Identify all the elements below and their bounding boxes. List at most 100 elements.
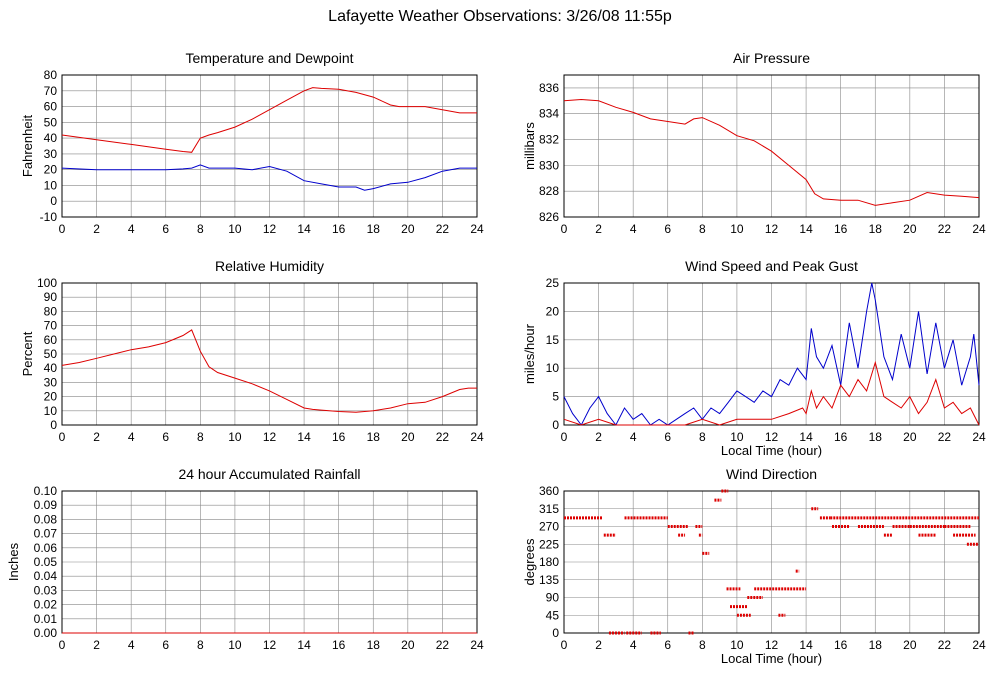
- x-tick-label: 2: [93, 430, 100, 444]
- y-tick-label: 270: [539, 520, 559, 534]
- y-tick-label: 100: [37, 276, 57, 290]
- x-tick-label: 22: [436, 222, 450, 236]
- x-tick-label: 4: [630, 430, 637, 444]
- x-tick-label: 20: [401, 222, 415, 236]
- y-tick-label: 834: [539, 107, 559, 121]
- x-tick-label: 10: [228, 222, 242, 236]
- y-tick-label: 5: [552, 390, 559, 404]
- x-tick-label: 2: [93, 638, 100, 652]
- pressure-frame: [563, 74, 980, 218]
- x-tick-label: 12: [765, 430, 779, 444]
- x-tick-label: 0: [561, 430, 568, 444]
- y-tick-label: 828: [539, 184, 559, 198]
- y-tick-label: 10: [44, 404, 58, 418]
- x-tick-label: 4: [128, 430, 135, 444]
- x-tick-label: 22: [436, 638, 450, 652]
- x-tick-label: 18: [367, 222, 381, 236]
- direction-ylabel: degrees: [522, 538, 537, 585]
- x-tick-label: 20: [903, 638, 917, 652]
- x-tick-label: 2: [93, 222, 100, 236]
- y-tick-label: 135: [539, 573, 559, 587]
- x-tick-label: 20: [401, 430, 415, 444]
- x-tick-label: 8: [197, 430, 204, 444]
- y-tick-label: 90: [546, 591, 560, 605]
- x-tick-label: 0: [59, 430, 66, 444]
- y-tick-label: 180: [539, 555, 559, 569]
- x-tick-label: 12: [263, 222, 277, 236]
- y-tick-label: 0.10: [34, 484, 58, 498]
- y-tick-label: 0.09: [34, 498, 58, 512]
- x-tick-label: 14: [297, 430, 311, 444]
- x-tick-label: 6: [664, 638, 671, 652]
- y-tick-label: 0: [552, 418, 559, 432]
- x-tick-label: 0: [561, 222, 568, 236]
- x-tick-label: 24: [470, 430, 484, 444]
- direction-title: Wind Direction: [726, 466, 817, 482]
- x-tick-label: 6: [664, 222, 671, 236]
- temp-series-red: [61, 87, 477, 153]
- humidity-ylabel: Percent: [20, 331, 35, 376]
- x-tick-label: 6: [162, 430, 169, 444]
- y-tick-label: 360: [539, 484, 559, 498]
- pressure-ylabel: millibars: [522, 122, 537, 170]
- x-tick-label: 14: [799, 430, 813, 444]
- x-tick-label: 12: [263, 638, 277, 652]
- humidity-frame: [61, 282, 478, 426]
- y-tick-label: 70: [44, 84, 58, 98]
- y-tick-label: 60: [44, 100, 58, 114]
- x-tick-label: 16: [834, 222, 848, 236]
- y-tick-label: 45: [546, 608, 560, 622]
- y-tick-label: 40: [44, 131, 58, 145]
- y-tick-label: 0.06: [34, 541, 58, 555]
- x-tick-label: 10: [730, 638, 744, 652]
- y-tick-label: 0: [552, 626, 559, 640]
- y-tick-label: 0.05: [34, 555, 58, 569]
- y-tick-label: 0.08: [34, 512, 58, 526]
- y-tick-label: 50: [44, 115, 58, 129]
- x-tick-label: 14: [297, 638, 311, 652]
- x-tick-label: 10: [228, 638, 242, 652]
- wind-series-blue: [563, 282, 980, 426]
- y-tick-label: 10: [546, 361, 560, 375]
- y-tick-label: 80: [44, 304, 58, 318]
- wind-title: Wind Speed and Peak Gust: [685, 258, 858, 274]
- x-tick-label: 16: [834, 430, 848, 444]
- y-tick-label: 15: [546, 333, 560, 347]
- x-tick-label: 8: [699, 638, 706, 652]
- direction-frame: [563, 490, 980, 634]
- x-tick-label: 10: [730, 222, 744, 236]
- x-tick-label: 8: [699, 222, 706, 236]
- x-tick-label: 6: [664, 430, 671, 444]
- x-tick-label: 14: [799, 638, 813, 652]
- x-tick-label: 18: [869, 222, 883, 236]
- y-tick-label: 90: [44, 290, 58, 304]
- x-tick-label: 6: [162, 638, 169, 652]
- x-tick-label: 0: [561, 638, 568, 652]
- x-tick-label: 22: [938, 638, 952, 652]
- x-tick-label: 4: [630, 222, 637, 236]
- x-tick-label: 22: [436, 430, 450, 444]
- x-tick-label: 22: [938, 222, 952, 236]
- pressure-series-red: [563, 98, 980, 206]
- x-tick-label: 16: [332, 430, 346, 444]
- x-tick-label: 24: [972, 430, 986, 444]
- y-tick-label: 826: [539, 210, 559, 224]
- wind-ylabel: miles/hour: [522, 323, 537, 384]
- temp-frame: [61, 74, 478, 218]
- x-tick-label: 0: [59, 638, 66, 652]
- y-tick-label: 30: [44, 375, 58, 389]
- rain-ylabel: Inches: [6, 542, 21, 581]
- y-tick-label: 836: [539, 81, 559, 95]
- wind-series-red: [563, 360, 980, 426]
- humidity-title: Relative Humidity: [215, 258, 324, 274]
- wind-frame: [563, 282, 980, 426]
- y-tick-label: 70: [44, 319, 58, 333]
- temp-ylabel: Fahrenheit: [20, 115, 35, 178]
- x-tick-label: 12: [765, 222, 779, 236]
- y-tick-label: 0.00: [34, 626, 58, 640]
- direction-xlabel: Local Time (hour): [721, 651, 822, 666]
